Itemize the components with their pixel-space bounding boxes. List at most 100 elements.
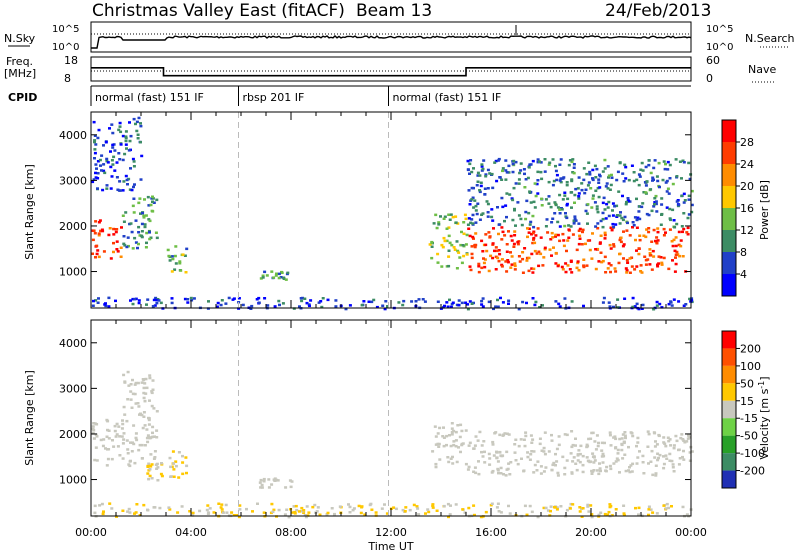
echo-cell [102, 438, 106, 441]
echo-cell [113, 424, 117, 428]
echo-cell [478, 190, 482, 194]
echo-cell [276, 479, 280, 482]
echo-cell [449, 305, 453, 309]
echo-cell [521, 257, 525, 261]
echo-cell [532, 236, 536, 240]
echo-cell [230, 511, 234, 514]
echo-cell [466, 303, 470, 306]
echo-cell [489, 503, 493, 507]
echo-cell [174, 245, 178, 248]
echo-cell [642, 191, 646, 194]
echo-cell [627, 199, 630, 202]
echo-cell [92, 120, 96, 124]
echo-cell [321, 297, 325, 300]
echo-cell [283, 513, 287, 516]
echo-cell [452, 440, 456, 443]
echo-cell [572, 222, 576, 225]
echo-cell [133, 236, 137, 240]
echo-cell [660, 212, 664, 216]
freq-line [91, 67, 691, 77]
echo-cell [416, 507, 420, 510]
echo-cell [184, 271, 188, 274]
echo-cell [123, 413, 127, 416]
echo-cell [93, 140, 96, 144]
echo-cell [686, 233, 690, 236]
nsky-tick-top: 10^5 [52, 24, 79, 35]
echo-cell [348, 511, 352, 514]
echo-cell [633, 268, 637, 271]
echo-cell [511, 162, 515, 166]
echo-cell [655, 175, 659, 178]
echo-cell [134, 122, 137, 126]
echo-cell [636, 441, 640, 444]
echo-cell [115, 515, 118, 518]
echo-cell [508, 512, 512, 515]
echo-cell [447, 249, 451, 252]
echo-cell [151, 305, 155, 308]
echo-cell [635, 302, 639, 306]
echo-cell [289, 485, 293, 489]
echo-cell [446, 502, 450, 506]
echo-cell [596, 444, 600, 448]
echo-cell [275, 272, 278, 275]
echo-cell [594, 176, 598, 179]
echo-cell [548, 161, 552, 164]
echo-cell [523, 172, 526, 176]
echo-cell [151, 379, 155, 382]
echo-cell [266, 304, 270, 307]
echo-cell [401, 508, 405, 512]
echo-cell [227, 296, 231, 300]
echo-cell [597, 472, 601, 476]
echo-cell [578, 237, 582, 240]
echo-cell [108, 127, 111, 130]
echo-cell [607, 174, 611, 177]
echo-cell [480, 163, 484, 166]
echo-cell [601, 170, 605, 173]
echo-cell [504, 178, 508, 181]
echo-cell [120, 427, 124, 430]
echo-cell [563, 224, 567, 228]
echo-cell [639, 264, 643, 267]
echo-cell [148, 474, 152, 478]
echo-cell [496, 467, 500, 471]
echo-cell [533, 182, 537, 185]
echo-cell [128, 139, 132, 143]
echo-cell [554, 164, 557, 168]
echo-cell [470, 245, 474, 248]
echo-cell [656, 265, 660, 268]
echo-cell [93, 422, 97, 425]
echo-cell [592, 469, 596, 472]
echo-cell [132, 442, 136, 446]
echo-cell [99, 438, 103, 442]
echo-cell [531, 271, 535, 274]
echo-cell [608, 503, 612, 506]
echo-cell [500, 196, 504, 200]
echo-cell [647, 213, 651, 217]
echo-cell [176, 511, 180, 514]
echo-cell [471, 222, 475, 225]
echo-cell [454, 503, 458, 506]
echo-cell [124, 174, 128, 178]
echo-cell [622, 504, 626, 507]
echo-cell [121, 457, 125, 460]
echo-cell [415, 505, 419, 508]
echo-cell [473, 245, 477, 249]
echo-cell [630, 432, 634, 435]
echo-cell [527, 269, 531, 273]
echo-cell [121, 422, 125, 426]
echo-cell [401, 303, 405, 307]
echo-cell [503, 432, 507, 435]
echo-cell [475, 212, 479, 216]
echo-cell [513, 451, 517, 454]
velocity-echoes [91, 370, 694, 519]
echo-cell [506, 467, 510, 471]
echo-cell [251, 510, 254, 513]
echo-cell [620, 448, 624, 452]
echo-cell [525, 256, 529, 260]
echo-cell [543, 452, 547, 456]
echo-cell [451, 455, 454, 459]
echo-cell [147, 423, 151, 426]
echo-cell [563, 191, 567, 194]
